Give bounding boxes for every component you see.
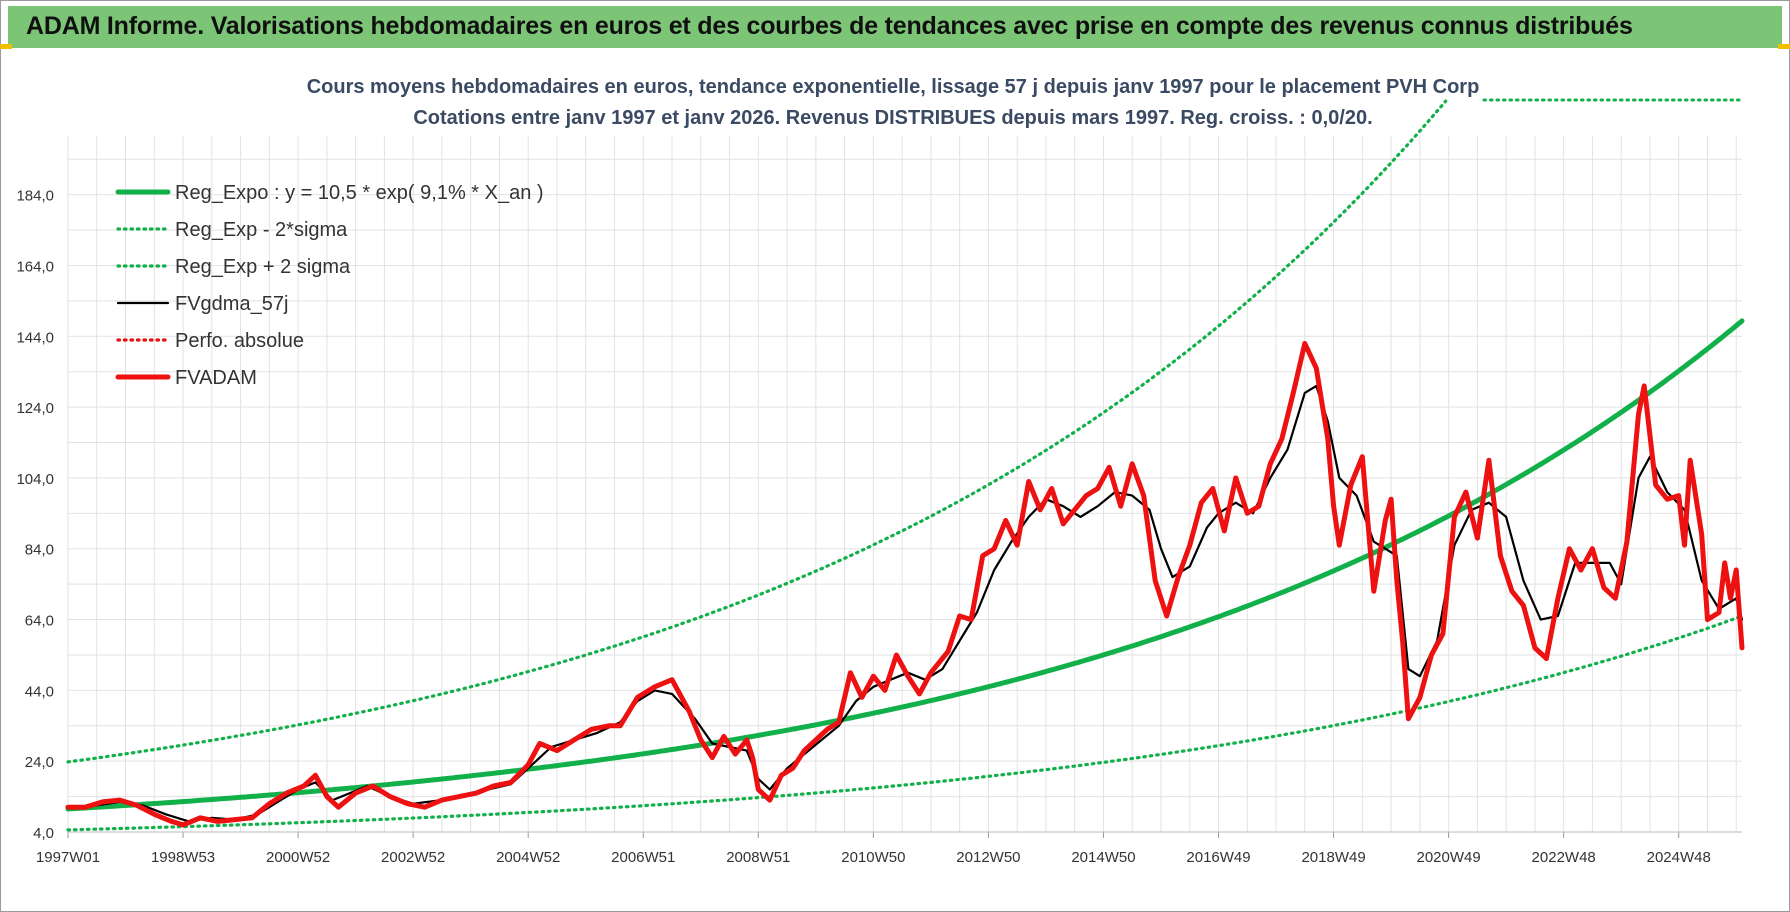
report-banner: ADAM Informe. Valorisations hebdomadaire… (8, 6, 1782, 48)
y-tick-label: 64,0 (25, 613, 54, 630)
corner-marker-left (0, 44, 12, 49)
y-tick-label: 104,0 (16, 471, 54, 488)
series-line (65, 318, 1745, 812)
x-tick-label: 2008W51 (726, 849, 790, 866)
x-tick-label: 1998W53 (151, 849, 215, 866)
x-tick-label: 2012W50 (956, 849, 1020, 866)
y-tick-label: 184,0 (16, 188, 54, 205)
series-line (66, 99, 1448, 764)
x-tick-label: 2002W52 (381, 849, 445, 866)
y-tick-label: 164,0 (16, 258, 54, 275)
report-title: ADAM Informe. Valorisations hebdomadaire… (26, 12, 1633, 40)
x-tick-label: 2004W52 (496, 849, 560, 866)
y-tick-label: 124,0 (16, 400, 54, 417)
x-tick-label: 2006W51 (611, 849, 675, 866)
x-tick-label: 2020W49 (1417, 849, 1481, 866)
series-line (66, 614, 1744, 832)
x-tick-label: 1997W01 (36, 849, 100, 866)
legend-label: Reg_Exp + 2 sigma (175, 256, 351, 278)
series-layer (65, 98, 1745, 832)
x-tick-label: 2022W48 (1532, 849, 1596, 866)
legend-label: Perfo. absolue (175, 330, 304, 352)
legend-label: Reg_Expo : y = 10,5 * exp( 9,1% * X_an ) (175, 182, 544, 204)
legend: Reg_Expo : y = 10,5 * exp( 9,1% * X_an )… (115, 182, 544, 389)
y-tick-label: 24,0 (25, 754, 54, 771)
grid (67, 136, 1742, 833)
x-tick-label: 2024W48 (1647, 849, 1711, 866)
x-tick-label: 2010W50 (841, 849, 905, 866)
x-tick-label: 2018W49 (1301, 849, 1365, 866)
y-axis: 4,0 24,0 44,0 64,0 84,0 104,0 124,0 144,0 164,0 1… (16, 188, 54, 842)
x-tick-label: 2000W52 (266, 849, 330, 866)
corner-marker-right (1778, 44, 1790, 49)
chart-subtitle: Cotations entre janv 1997 et janv 2026. … (413, 107, 1372, 129)
x-tick-label: 2016W49 (1186, 849, 1250, 866)
x-axis: 1997W01 1998W53 2000W52 2002W52 2004W52 2006W… (36, 831, 1742, 866)
y-tick-label: 44,0 (25, 683, 54, 700)
series-line (66, 384, 1744, 823)
y-tick-label: 4,0 (33, 825, 54, 842)
chart-title: Cours moyens hebdomadaires en euros, ten… (307, 76, 1480, 98)
series-line (65, 340, 1745, 828)
legend-label: FVgdma_57j (175, 293, 288, 315)
x-tick-label: 2014W50 (1071, 849, 1135, 866)
y-tick-label: 84,0 (25, 542, 54, 559)
legend-label: FVADAM (175, 367, 257, 389)
y-tick-label: 144,0 (16, 329, 54, 346)
legend-label: Reg_Exp - 2*sigma (175, 219, 348, 241)
